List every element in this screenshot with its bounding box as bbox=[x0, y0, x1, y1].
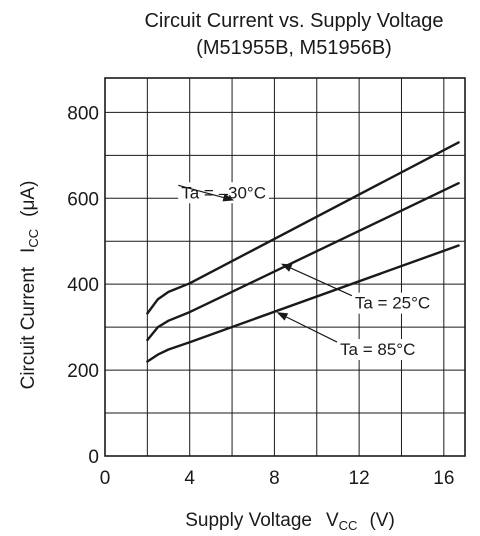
x-tick-label: 4 bbox=[184, 468, 195, 489]
annotation-leader-1 bbox=[290, 267, 353, 297]
annotation-label-2: Ta = 85°C bbox=[340, 340, 415, 359]
y-tick-label: 400 bbox=[67, 275, 99, 296]
grid bbox=[105, 78, 465, 456]
series-line-0 bbox=[146, 141, 460, 315]
x-tick-label: 12 bbox=[349, 468, 370, 489]
y-axis-label-subscript: CC bbox=[26, 229, 41, 248]
chart-subtitle: (M51955B, M51956B) bbox=[196, 37, 392, 59]
y-axis-label: Circuit Current ICC (μA) bbox=[18, 181, 41, 390]
x-axis-label-unit: (V) bbox=[369, 510, 394, 531]
annotations: Ta = –30°C Ta = 25°C Ta = 85°C bbox=[178, 182, 434, 361]
chart-title: Circuit Current vs. Supply Voltage bbox=[144, 10, 443, 32]
x-axis-label-subscript: CC bbox=[339, 518, 358, 533]
y-tick-label: 800 bbox=[67, 103, 99, 124]
y-axis-label-main: Circuit Current bbox=[18, 266, 39, 389]
annotation-arrowhead-2 bbox=[276, 312, 289, 321]
y-tick-label: 200 bbox=[67, 361, 99, 382]
y-axis-label-symbol: I bbox=[18, 248, 39, 253]
y-axis-label-unit: (μA) bbox=[18, 181, 39, 217]
series-lines bbox=[146, 141, 460, 363]
x-tick-label: 8 bbox=[269, 468, 280, 489]
plot-frame bbox=[104, 77, 466, 457]
annotation-label-bg bbox=[337, 339, 419, 361]
annotation-label-1: Ta = 25°C bbox=[355, 294, 430, 313]
series-line-2 bbox=[146, 244, 460, 363]
x-axis-label-symbol: V bbox=[326, 510, 339, 531]
series-line-1 bbox=[146, 181, 460, 342]
x-tick-label: 0 bbox=[100, 468, 111, 489]
annotation-label-0: Ta = –30°C bbox=[181, 183, 266, 202]
annotation-arrowhead-1 bbox=[280, 263, 293, 272]
tick-labels: 0 4 8 12 16 0 200 400 600 800 bbox=[67, 103, 454, 489]
x-axis-label: Supply Voltage VCC (V) bbox=[185, 510, 395, 533]
annotation-label-bg bbox=[351, 292, 434, 314]
annotation-leader-0 bbox=[178, 184, 224, 199]
y-tick-label: 600 bbox=[67, 189, 99, 210]
y-tick-label: 0 bbox=[88, 447, 99, 468]
annotation-leader-2 bbox=[286, 316, 338, 343]
annotation-label-bg bbox=[178, 182, 270, 204]
annotation-arrowhead-0 bbox=[222, 193, 235, 202]
x-axis-label-main: Supply Voltage bbox=[185, 510, 312, 531]
x-tick-label: 16 bbox=[433, 468, 454, 489]
